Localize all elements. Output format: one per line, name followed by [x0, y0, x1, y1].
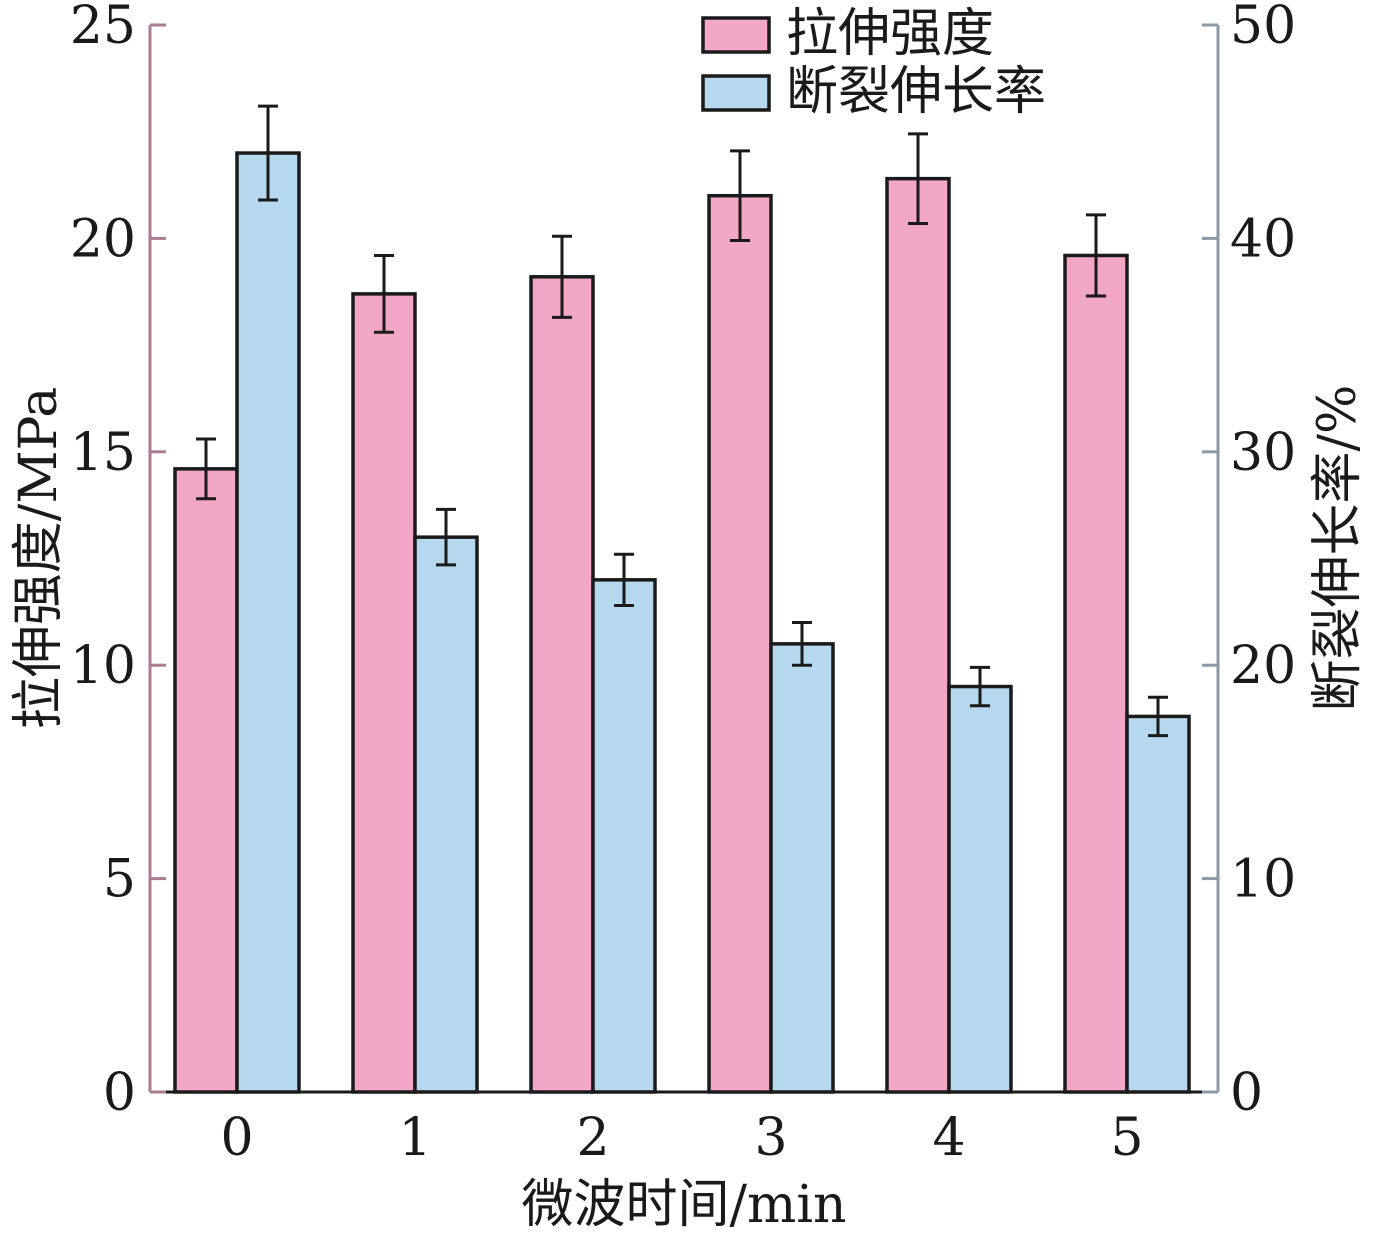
- legend-swatch-elongation: [701, 74, 771, 112]
- bars-group: [173, 151, 1191, 1094]
- bar-tensile-5: [1063, 253, 1129, 1094]
- x-tick-label-1: 1: [398, 1108, 431, 1168]
- right-tick-label-30: 30: [1230, 423, 1296, 483]
- bar-elongation-1: [413, 535, 479, 1094]
- bar-tensile-4: [885, 176, 951, 1094]
- left-y-axis-label: 拉伸强度/MPa: [9, 387, 69, 729]
- x-tick-label-2: 2: [576, 1108, 609, 1168]
- left-tick-label-5: 5: [103, 850, 136, 910]
- left-tick-label-20: 20: [70, 209, 136, 269]
- right-tick-label-50: 50: [1230, 0, 1296, 56]
- right-tick-label-0: 0: [1230, 1063, 1263, 1123]
- legend-label-elongation: 断裂伸长率: [786, 62, 1046, 122]
- x-axis-label: 微波时间/min: [522, 1175, 847, 1235]
- bar-tensile-0: [173, 467, 239, 1094]
- bar-tensile-3: [707, 193, 773, 1094]
- bar-tensile-2: [529, 275, 595, 1094]
- left-tick-label-0: 0: [103, 1063, 136, 1123]
- left-tick-label-10: 10: [70, 636, 136, 696]
- error-bars-group: [196, 104, 1168, 738]
- x-tick-label-4: 4: [932, 1108, 965, 1168]
- bar-elongation-0: [235, 151, 301, 1094]
- right-tick-label-10: 10: [1230, 850, 1296, 910]
- bar-tensile-1: [351, 292, 417, 1094]
- x-tick-label-0: 0: [220, 1108, 253, 1168]
- axes-group: [148, 25, 1220, 1094]
- bar-elongation-5: [1125, 714, 1191, 1094]
- legend-swatch-tensile: [701, 16, 771, 54]
- legend-label-tensile: 拉伸强度: [786, 4, 994, 64]
- left-tick-label-25: 25: [70, 0, 136, 56]
- bar-elongation-3: [769, 642, 835, 1094]
- right-tick-label-40: 40: [1230, 209, 1296, 269]
- x-tick-label-5: 5: [1110, 1108, 1143, 1168]
- left-tick-label-15: 15: [70, 423, 136, 483]
- x-tick-label-3: 3: [754, 1108, 787, 1168]
- right-tick-label-20: 20: [1230, 636, 1296, 696]
- bar-elongation-4: [947, 684, 1013, 1094]
- right-y-axis-label: 断裂伸长率/%: [1308, 385, 1368, 712]
- bar-elongation-2: [591, 578, 657, 1094]
